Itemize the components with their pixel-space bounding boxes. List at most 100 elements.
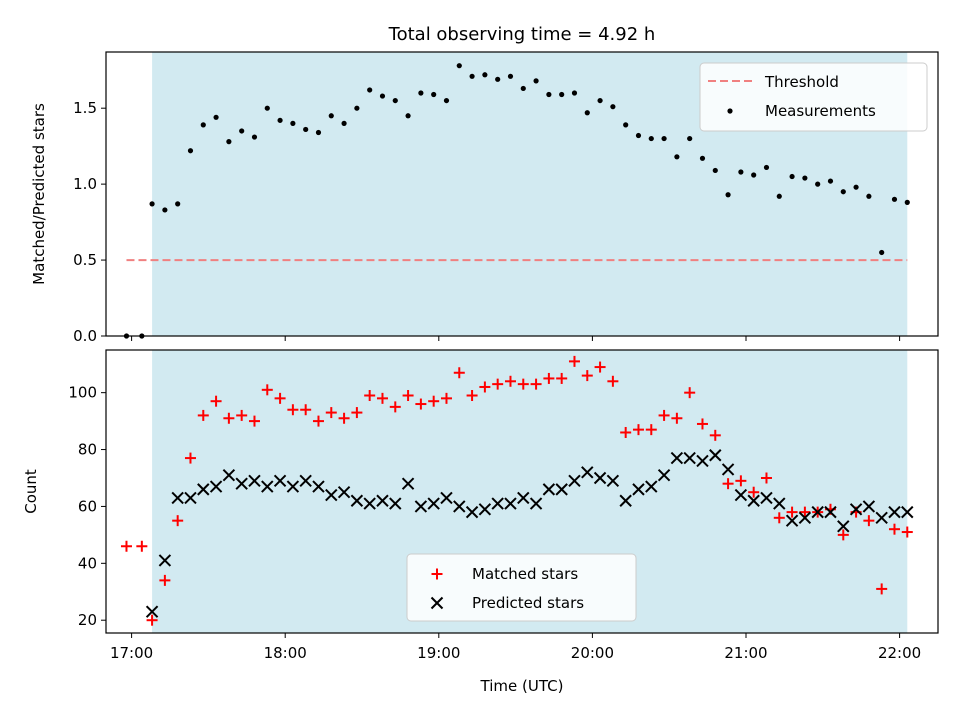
measurement-point	[827, 178, 834, 184]
predicted-star-point	[517, 491, 530, 505]
matched-star-point	[402, 390, 414, 402]
matched-star-point	[709, 429, 721, 441]
time-x-tick-label: 18:00	[264, 644, 307, 662]
measurement-point	[443, 97, 450, 104]
legend-matched-swatch	[431, 568, 443, 580]
measurement-point	[392, 97, 398, 104]
matched-star-point	[364, 390, 376, 402]
time-x-tick-label: 21:00	[724, 644, 767, 662]
matched-star-point	[645, 424, 657, 436]
matched-star-point	[136, 540, 148, 552]
count-y-tick-label: 80	[78, 441, 97, 459]
matched-star-point	[312, 415, 324, 427]
ratio-panel: 0.0 0.5 1.0 1.5 Total observing time = 4.92…	[30, 24, 939, 345]
predicted-star-point	[491, 497, 504, 510]
measurement-point	[635, 132, 642, 139]
matched-star-point	[863, 515, 875, 527]
measurement-point	[725, 192, 731, 198]
measurement-point	[738, 169, 744, 175]
measurement-point	[699, 155, 706, 161]
matched-star-point	[351, 407, 363, 419]
predicted-star-point	[145, 605, 159, 618]
predicted-star-point	[197, 483, 210, 496]
measurement-point	[264, 105, 270, 111]
matched-star-point	[748, 486, 760, 498]
count-axis-label: Count	[22, 469, 40, 514]
matched-star-point	[568, 355, 580, 367]
matched-star-point	[466, 390, 478, 402]
measurement-point	[162, 207, 168, 213]
measurement-point	[712, 167, 718, 174]
measurement-point	[597, 97, 603, 104]
measurement-point	[277, 117, 283, 123]
predicted-star-point	[555, 483, 568, 496]
matched-star-point	[722, 478, 734, 490]
measurement-point	[469, 73, 475, 79]
predicted-star-point	[888, 505, 901, 519]
count-y-tick-label: 40	[78, 554, 97, 572]
matched-star-point	[223, 412, 235, 424]
matched-star-point	[492, 378, 504, 390]
predicted-star-point	[478, 503, 492, 516]
matched-star-point	[620, 426, 632, 438]
measurement-point	[610, 104, 616, 110]
measurement-point	[303, 126, 309, 133]
measurement-point	[789, 173, 795, 180]
predicted-star-point	[632, 483, 645, 496]
predicted-star-point	[453, 500, 466, 513]
ratio-y-tick-label: 0.0	[73, 327, 97, 345]
matched-star-point	[760, 472, 772, 484]
measurement-point	[341, 120, 347, 126]
predicted-star-point	[171, 491, 184, 505]
predicted-star-point	[222, 468, 236, 482]
predicted-star-point	[593, 471, 607, 485]
matched-stars-series	[120, 355, 913, 626]
measurement-point	[379, 93, 386, 99]
predicted-star-point	[721, 463, 735, 476]
measurement-point	[840, 189, 846, 195]
predicted-star-point	[645, 480, 658, 493]
legend-threshold-label: Threshold	[764, 73, 839, 91]
predicted-star-point	[325, 488, 338, 502]
matched-star-point	[556, 372, 568, 384]
matched-star-point	[120, 540, 132, 552]
measurement-point	[533, 78, 539, 84]
matched-star-point	[696, 418, 708, 430]
predicted-star-point	[798, 511, 812, 525]
legend-measurements-swatch	[727, 108, 733, 114]
count-y-tick-label: 20	[78, 611, 97, 629]
matched-star-point	[248, 415, 260, 427]
matched-star-point	[300, 404, 312, 416]
predicted-star-point	[837, 520, 850, 533]
legend-predicted-label: Predicted stars	[472, 594, 584, 612]
matched-star-point	[184, 452, 196, 464]
measurement-point	[853, 184, 859, 190]
count-panel: 20 40 60 80 100 17:00 18:00 19:00 20:00 21:00 22:0…	[22, 349, 939, 695]
ratio-y-tick-label: 1.5	[73, 99, 97, 117]
legend-x-marker	[430, 596, 444, 610]
predicted-star-point	[581, 466, 594, 479]
matched-star-point	[632, 424, 644, 436]
matched-star-point	[530, 378, 542, 390]
predicted-star-point	[389, 497, 402, 510]
predicted-star-point	[529, 497, 543, 510]
measurement-point	[149, 201, 155, 207]
matched-star-point	[376, 392, 388, 404]
predicted-star-point	[606, 474, 620, 488]
chart-title: Total observing time = 4.92 h	[388, 24, 656, 45]
measurement-point	[891, 196, 898, 202]
predicted-star-point	[542, 483, 556, 496]
time-x-tick-label: 20:00	[571, 644, 614, 662]
measurement-point	[815, 181, 821, 187]
predicted-star-point	[427, 497, 440, 510]
legend-matched-label: Matched stars	[472, 565, 578, 583]
ratio-legend-box	[699, 62, 928, 132]
predicted-star-point	[734, 488, 748, 502]
predicted-star-point	[785, 514, 799, 527]
predicted-star-point	[184, 491, 197, 505]
matched-star-point	[287, 404, 299, 416]
count-axis-ticks: 20 40 60 80 100 17:00 18:00 19:00 20:00 21:00 22:0…	[68, 384, 921, 662]
measurement-point	[226, 139, 232, 145]
matched-star-point	[210, 395, 222, 407]
